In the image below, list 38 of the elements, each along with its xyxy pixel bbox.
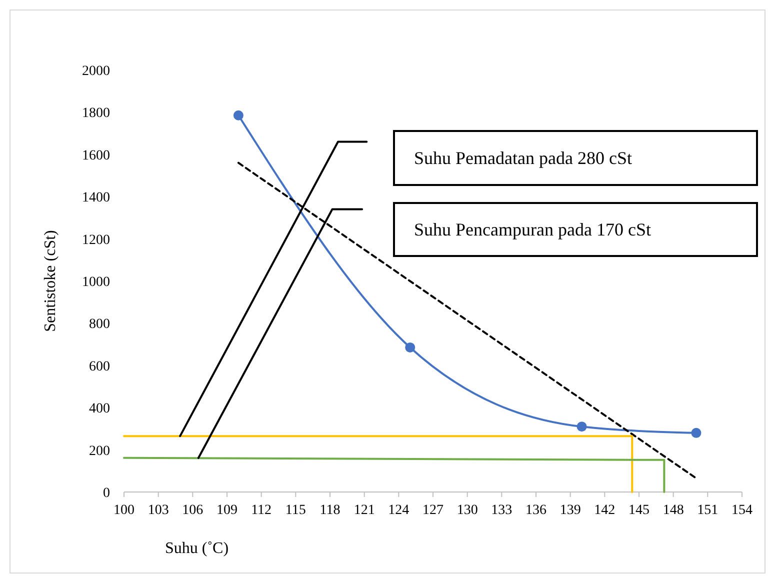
y-tick-label: 1400 (82, 190, 110, 206)
y-tick-label: 1800 (82, 106, 110, 122)
x-tick-label: 112 (251, 503, 272, 518)
y-tick-label: 1200 (82, 232, 110, 248)
annotation: Suhu Pencampuran pada 170 cSt (414, 220, 651, 240)
y-tick-label: 400 (89, 402, 110, 417)
x-tick-label: 145 (628, 503, 650, 518)
x-tick-label: 121 (354, 503, 375, 518)
x-tick-label: 124 (388, 503, 410, 518)
x-tick-label: 115 (285, 503, 306, 518)
point (405, 342, 416, 352)
x-tick-label: 136 (526, 503, 546, 518)
x-tick-label: 127 (422, 503, 444, 518)
y-tick-label: 2000 (82, 64, 110, 79)
y-tick-label: 0 (103, 486, 110, 501)
annotation: Suhu Pemadatan pada 280 cSt (414, 148, 632, 168)
x-tick-label: 130 (456, 503, 478, 518)
y-tick-label: 600 (89, 359, 110, 374)
x-tick-label: 109 (216, 503, 238, 518)
x-tick-label: 148 (662, 503, 684, 518)
x-tick-label: 100 (114, 503, 134, 518)
x-tick-label: 133 (491, 503, 512, 518)
x-tick-label: 118 (320, 503, 340, 518)
point (691, 428, 702, 438)
y-tick-label: 1600 (82, 148, 110, 164)
y-axis-title: Sentistoke (cSt) (42, 230, 59, 332)
x-tick-label: 139 (560, 503, 581, 518)
y-tick-label: 200 (89, 444, 110, 459)
x-tick-label: 154 (732, 503, 752, 518)
point (576, 422, 587, 432)
x-tick-label: 142 (594, 503, 616, 518)
y-tick-label: 800 (89, 317, 110, 332)
x-tick-label: 151 (697, 503, 718, 518)
x-axis-title: Suhu (˚C) (165, 540, 229, 557)
y-tick-label: 1000 (82, 275, 110, 290)
point (233, 110, 244, 120)
x-tick-label: 103 (148, 503, 169, 518)
x-tick-label: 106 (182, 503, 204, 518)
